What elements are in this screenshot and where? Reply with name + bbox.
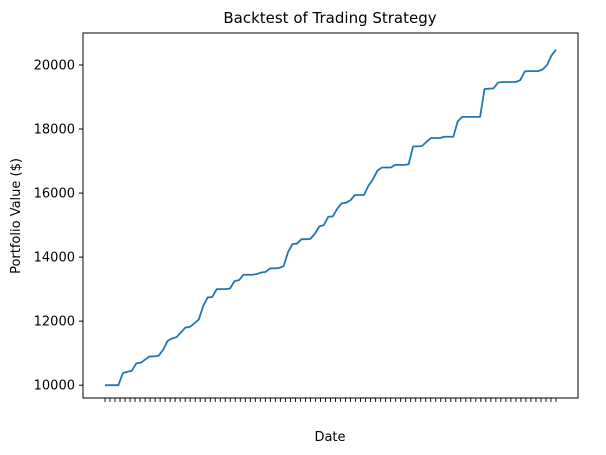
y-tick-label: 14000: [34, 251, 75, 266]
y-tick-label: 18000: [34, 123, 75, 138]
y-tick-label: 12000: [34, 315, 75, 330]
y-tick-label: 16000: [34, 187, 75, 202]
y-axis: 10000 12000 14000 16000 18000 20000: [34, 59, 83, 394]
series-line-portfolio-value: [105, 49, 557, 387]
y-tick-label: 20000: [34, 59, 75, 74]
x-axis-label: Date: [314, 430, 345, 445]
y-axis-label: Portfolio Value ($): [9, 158, 24, 274]
chart-title: Backtest of Trading Strategy: [223, 9, 436, 27]
plot-area: [105, 49, 557, 387]
y-tick-label: 10000: [34, 379, 75, 394]
plot-frame: [82, 32, 579, 399]
x-axis: [104, 398, 557, 402]
